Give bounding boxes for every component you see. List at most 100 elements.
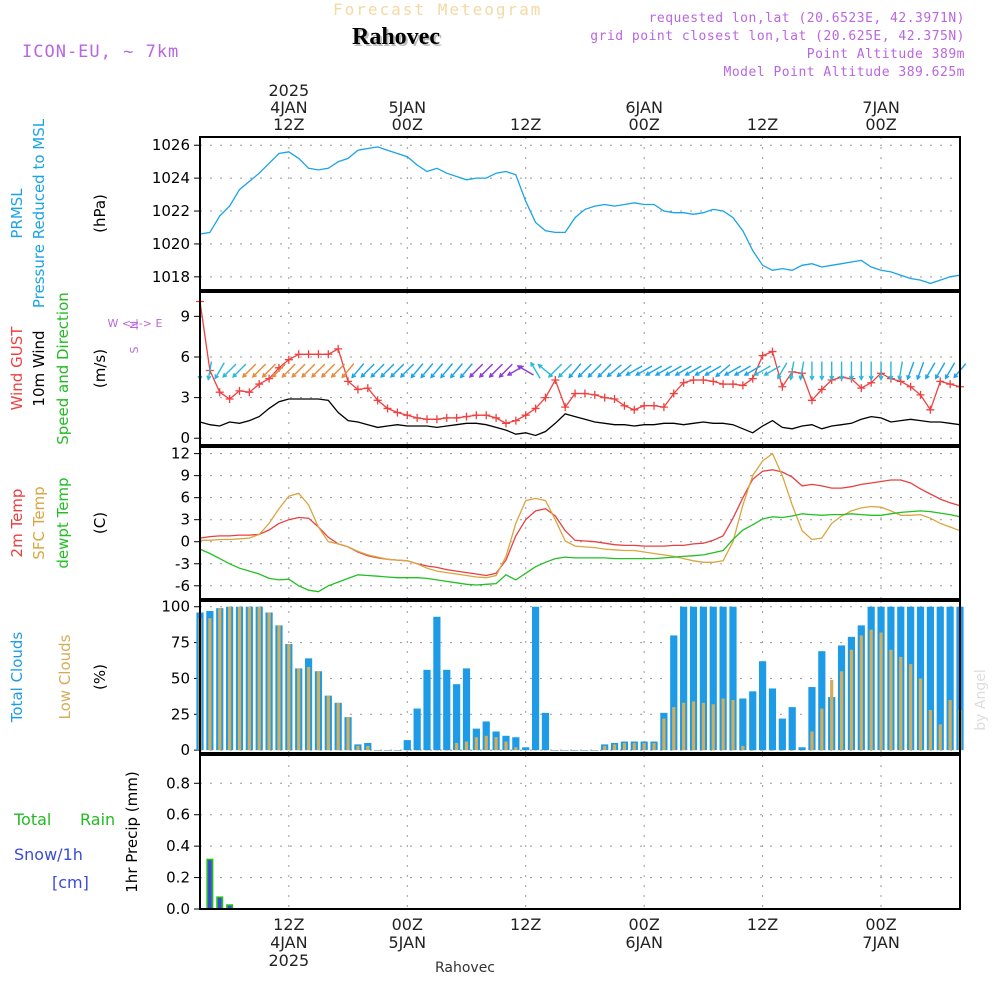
total-cloud-bar xyxy=(709,606,717,751)
low-cloud-bar xyxy=(356,745,360,751)
wind-arrow xyxy=(636,365,653,376)
wind-arrow-head xyxy=(370,372,376,378)
gust-marker xyxy=(561,403,570,412)
snow-bar xyxy=(217,898,222,909)
low-cloud-bar xyxy=(464,741,469,751)
total-cloud-bar xyxy=(541,712,550,751)
side-label: Low Clouds xyxy=(56,634,74,719)
low-cloud-bar xyxy=(859,635,863,751)
low-cloud-bar xyxy=(326,695,330,751)
gust-marker xyxy=(640,401,649,410)
y-tick-label: 9 xyxy=(180,307,190,325)
wind-arrow-head xyxy=(351,373,357,379)
gust-marker xyxy=(817,385,826,394)
unit-label: (C) xyxy=(91,512,109,534)
wind-arrow-head xyxy=(743,371,749,376)
compass-north: N xyxy=(128,321,141,329)
wind-arrow xyxy=(685,365,702,376)
wind-arrow xyxy=(450,363,463,378)
gust-marker xyxy=(314,350,323,359)
bottom-time-label: 4JAN xyxy=(270,933,308,952)
wind-arrow-head xyxy=(410,373,416,379)
low-cloud-bar xyxy=(770,750,775,751)
y-tick-label: 3 xyxy=(180,511,190,529)
wind-arrow-head xyxy=(868,375,874,381)
low-cloud-bar xyxy=(297,668,301,751)
wind-arrow-head xyxy=(953,373,959,379)
y-tick-label: 1022 xyxy=(152,202,190,220)
low-cloud-bar xyxy=(208,618,212,751)
gust-marker xyxy=(265,374,274,383)
y-tick-label: -6 xyxy=(175,577,190,595)
gust-marker xyxy=(719,380,728,389)
low-cloud-bar xyxy=(474,737,478,751)
compass-west-east: W <-|-> E xyxy=(108,317,163,330)
y-tick-label: 1026 xyxy=(152,136,190,154)
low-cloud-bar xyxy=(435,750,439,751)
gust-marker xyxy=(600,393,609,402)
total-cloud-bar xyxy=(788,707,796,751)
top-time-label: 12Z xyxy=(747,115,778,134)
wind-arrow-head xyxy=(222,372,228,378)
total-cloud-bar xyxy=(462,668,471,751)
wind-arrow xyxy=(460,363,473,378)
total-cloud-bar xyxy=(413,708,421,751)
wind-arrow xyxy=(499,363,513,378)
side-label: Speed and Direction xyxy=(54,292,72,445)
wind-arrow xyxy=(252,363,267,378)
bottom-time-label: 12Z xyxy=(747,915,778,934)
wind-arrow-head xyxy=(644,371,651,376)
y-tick-label: 0 xyxy=(180,533,190,551)
wind-arrow-head xyxy=(733,371,740,376)
low-cloud-bar xyxy=(839,671,844,751)
gust-marker xyxy=(245,388,254,397)
wind-arrow xyxy=(517,365,534,376)
low-cloud-bar xyxy=(228,606,232,751)
gust-marker xyxy=(926,405,935,414)
precip-label-snow: Snow/1h xyxy=(14,845,83,864)
wind-arrow-head xyxy=(944,374,950,380)
wind-arrow xyxy=(479,363,494,378)
panel-wind: 0 3 6 9 Wind GUST 10m Wind Speed and Direction… xyxy=(8,291,967,447)
low-cloud-bar xyxy=(790,750,794,751)
unit-label: (hPa) xyxy=(91,194,109,233)
wind-arrow xyxy=(331,363,346,378)
gust-marker xyxy=(709,377,718,386)
y-tick-label: 0.2 xyxy=(166,869,190,887)
wind-arrow-head xyxy=(440,373,445,379)
wind-arrow-head xyxy=(577,372,583,378)
compass-south: S xyxy=(128,346,141,353)
gust-marker xyxy=(768,347,777,356)
wind-arrow xyxy=(469,363,484,378)
gust-marker xyxy=(373,396,382,405)
series-line-gust xyxy=(199,301,961,424)
wind-arrow xyxy=(655,365,673,376)
y-tick-label: 0.0 xyxy=(166,900,190,918)
top-time-label: 7JAN xyxy=(862,98,900,117)
bottom-time-label: 5JAN xyxy=(389,933,427,952)
total-cloud-bar xyxy=(798,747,806,751)
wind-arrow xyxy=(715,364,731,377)
wind-arrow xyxy=(360,363,375,378)
wind-arrow xyxy=(925,362,936,379)
series-line-dewpt xyxy=(199,510,961,593)
wind-arrow-head xyxy=(557,372,563,378)
wind-arrow-head xyxy=(360,372,366,378)
wind-arrow-head xyxy=(380,372,386,378)
y-tick-label: 9 xyxy=(180,467,190,485)
gust-marker xyxy=(748,374,757,383)
wind-arrow xyxy=(906,361,915,380)
wind-arrow xyxy=(695,365,712,376)
gust-marker xyxy=(383,404,392,413)
total-cloud-bar xyxy=(946,606,954,751)
wind-arrow-head xyxy=(587,372,593,378)
wind-arrow-head xyxy=(888,375,894,381)
gust-marker xyxy=(738,381,747,390)
total-cloud-bar xyxy=(808,687,816,751)
wind-arrow-head xyxy=(606,372,612,378)
gust-marker xyxy=(669,389,678,398)
wind-arrow-head xyxy=(848,375,854,381)
low-cloud-bar xyxy=(267,612,271,751)
wind-arrow xyxy=(734,365,752,376)
